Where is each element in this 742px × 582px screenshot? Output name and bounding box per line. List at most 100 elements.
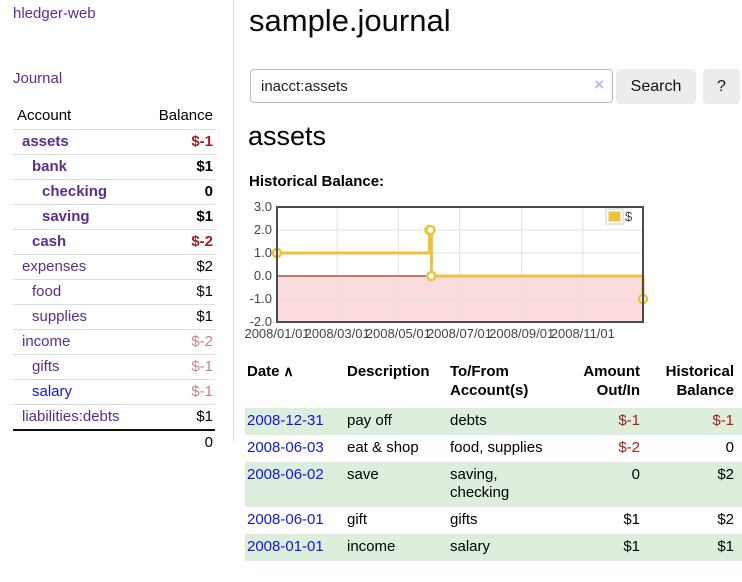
- sidebar-account-link[interactable]: income: [22, 333, 71, 350]
- sidebar-account-balance: $-1: [191, 133, 213, 150]
- sidebar-account-row: cash $-2: [13, 229, 215, 255]
- svg-text:3.0: 3.0: [254, 199, 272, 214]
- sidebar-account-balance: $-1: [142, 379, 215, 405]
- transaction-amount: $-2: [618, 439, 640, 456]
- sidebar-account-link[interactable]: food: [32, 283, 62, 300]
- transaction-description: gift: [347, 511, 368, 528]
- sidebar-account-row: bank $1: [13, 154, 215, 180]
- sidebar-account-row: checking 0: [13, 179, 215, 205]
- sidebar-total-value: 0: [13, 429, 215, 455]
- transaction-description: pay off: [347, 412, 392, 429]
- transaction-accounts: food, supplies: [450, 439, 543, 456]
- register-body: 2008-12-31 pay off debts $-1 $-1 2008-06-03 ea…: [245, 408, 742, 561]
- transaction-description: income: [347, 538, 396, 555]
- sidebar-account-row: liabilities:debts $1: [13, 404, 215, 430]
- register-row: 2008-06-02 save saving, checking 0 $2: [245, 462, 742, 507]
- transaction-balance: 0: [725, 439, 734, 456]
- transaction-amount: $1: [623, 538, 640, 555]
- search-bar: ×: [250, 69, 613, 103]
- register-row: 2008-06-03 eat & shop food, supplies $-2 0: [245, 435, 742, 462]
- sidebar-account-row: income $-2: [13, 329, 215, 355]
- svg-text:-1.0: -1.0: [250, 291, 272, 306]
- sidebar-account-row: assets $-1: [13, 130, 215, 155]
- svg-text:0.0: 0.0: [254, 268, 272, 283]
- transaction-balance: $1: [717, 538, 734, 555]
- sidebar-account-link[interactable]: expenses: [22, 258, 87, 275]
- sidebar-account-balance: 0: [142, 179, 215, 205]
- svg-text:-2.0: -2.0: [250, 314, 272, 329]
- transaction-accounts: debts: [450, 412, 487, 429]
- transaction-accounts: salary: [450, 538, 491, 555]
- transaction-amount: $-1: [618, 412, 640, 429]
- register-header-date[interactable]: Date ∧: [247, 363, 294, 380]
- sidebar-account-link[interactable]: checking: [42, 183, 108, 200]
- sidebar-item-journal[interactable]: Journal: [13, 70, 63, 87]
- search-button[interactable]: Search: [616, 69, 696, 104]
- transaction-accounts: saving, checking: [450, 466, 510, 501]
- transaction-amount: $1: [623, 511, 640, 528]
- sidebar-account-row: gifts $-1: [13, 354, 215, 380]
- sidebar-total-row: 0: [13, 429, 215, 455]
- sidebar-divider: [233, 0, 234, 441]
- register-header-description: Description: [347, 363, 430, 380]
- sidebar-account-balance: $-1: [142, 354, 215, 380]
- account-title: assets: [248, 121, 327, 151]
- sidebar-account-balance: $1: [142, 304, 215, 330]
- svg-text:2008/03/01: 2008/03/01: [305, 326, 370, 341]
- sidebar-accounts-table: Account Balance assets $-1 bank $1 checking 0…: [13, 104, 215, 455]
- transaction-balance: $2: [717, 511, 734, 528]
- register-table: Date ∧ Description To/From Account(s) Amoun…: [245, 360, 742, 561]
- sidebar-account-balance: $1: [142, 154, 215, 180]
- svg-text:2008/01/01: 2008/01/01: [245, 326, 310, 341]
- transaction-amount: 0: [631, 466, 640, 483]
- register-header-historical: Historical Balance: [665, 363, 734, 399]
- sidebar-account-balance: $1: [142, 204, 215, 230]
- sidebar-accounts-body: assets $-1 bank $1 checking 0 saving $1 cash $-2 e…: [13, 130, 215, 430]
- sidebar-account-balance: $-2: [142, 229, 215, 255]
- transaction-accounts: gifts: [450, 511, 478, 528]
- sidebar-account-link[interactable]: bank: [32, 158, 68, 175]
- sidebar-account-link[interactable]: liabilities:debts: [22, 408, 120, 425]
- sidebar-account-row: saving $1: [13, 204, 215, 230]
- sidebar-account-link[interactable]: assets: [22, 133, 69, 150]
- transaction-date-link[interactable]: 2008-12-31: [247, 412, 324, 429]
- app-home-link[interactable]: hledger-web: [13, 5, 96, 22]
- transaction-date-link[interactable]: 2008-06-03: [247, 439, 324, 456]
- sidebar-account-row: expenses $2: [13, 254, 215, 280]
- sidebar-account-row: salary $-1: [13, 379, 215, 405]
- svg-text:2008/09/01: 2008/09/01: [489, 326, 554, 341]
- svg-text:2008/07/01: 2008/07/01: [427, 326, 492, 341]
- svg-text:2.0: 2.0: [254, 222, 272, 237]
- sidebar-account-row: supplies $1: [13, 304, 215, 330]
- sidebar-account-balance: $2: [142, 254, 215, 280]
- clear-search-icon[interactable]: ×: [594, 75, 604, 94]
- transaction-description: eat & shop: [347, 439, 419, 456]
- page-title: sample.journal: [249, 3, 451, 38]
- transaction-date-link[interactable]: 2008-01-01: [247, 538, 324, 555]
- help-button[interactable]: ?: [703, 69, 740, 104]
- sort-ascending-icon[interactable]: ∧: [279, 363, 294, 379]
- transaction-description: save: [347, 466, 379, 483]
- historical-balance-chart[interactable]: 3.0 2.0 1.0 0.0 -1.0 -2.0 2008/01/01 2008/03/01…: [244, 198, 655, 348]
- chart-section-label: Historical Balance:: [249, 173, 385, 190]
- register-row: 2008-01-01 income salary $1 $1: [245, 534, 742, 561]
- transaction-balance: $-1: [712, 412, 734, 429]
- svg-text:2008/05/01: 2008/05/01: [366, 326, 431, 341]
- sidebar-account-link[interactable]: supplies: [32, 308, 88, 325]
- register-header-tofrom: To/From Account(s): [450, 363, 529, 399]
- sidebar-account-link[interactable]: salary: [32, 383, 73, 400]
- sidebar-account-link[interactable]: cash: [32, 233, 67, 250]
- transaction-date-link[interactable]: 2008-06-02: [247, 466, 324, 483]
- sidebar-account-row: food $1: [13, 279, 215, 305]
- sidebar-account-balance: $-2: [142, 329, 215, 355]
- transaction-balance: $2: [717, 466, 734, 483]
- register-row: 2008-12-31 pay off debts $-1 $-1: [245, 408, 742, 435]
- sidebar-account-link[interactable]: gifts: [32, 358, 60, 375]
- search-input[interactable]: [250, 69, 613, 103]
- svg-text:$: $: [625, 209, 633, 224]
- sidebar-account-link[interactable]: saving: [42, 208, 90, 225]
- svg-text:1.0: 1.0: [254, 245, 272, 260]
- transaction-date-link[interactable]: 2008-06-01: [247, 511, 324, 528]
- sidebar-account-balance: $1: [142, 404, 215, 430]
- register-header-amount: Amount Out/In: [583, 363, 640, 399]
